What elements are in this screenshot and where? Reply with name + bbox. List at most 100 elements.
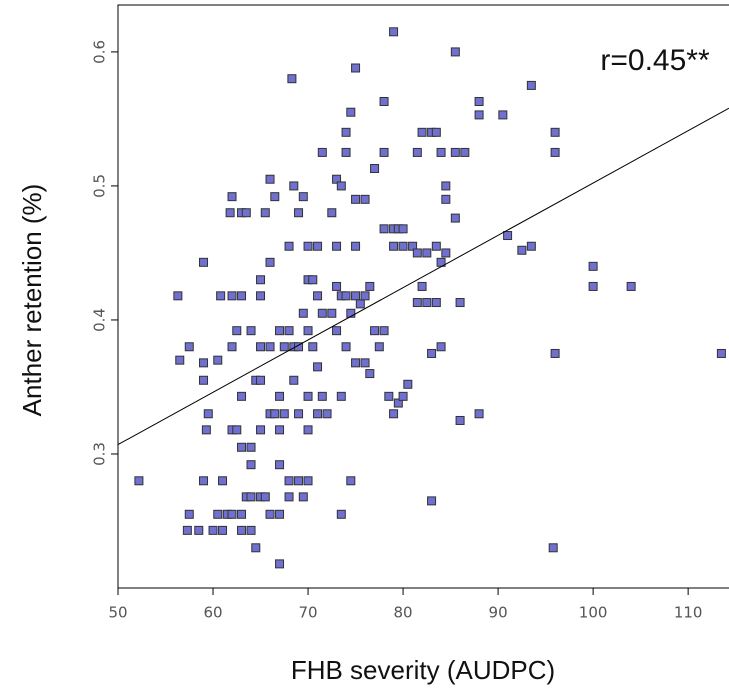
- point: [351, 291, 361, 301]
- annotation: r=0.45**: [600, 44, 710, 77]
- point: [422, 298, 432, 308]
- point: [232, 425, 242, 435]
- point: [351, 194, 361, 204]
- point: [450, 47, 460, 57]
- point: [351, 358, 361, 368]
- point: [327, 208, 337, 218]
- point: [208, 525, 218, 535]
- point: [436, 147, 446, 157]
- x-tick-label: 100: [579, 604, 608, 622]
- point: [308, 342, 318, 352]
- point: [336, 391, 346, 401]
- y-tick-label: 0.3: [91, 442, 109, 466]
- y-axis-label: Anther retention (%): [17, 184, 47, 417]
- point: [246, 492, 256, 502]
- point: [716, 348, 726, 358]
- point: [322, 409, 332, 419]
- point: [294, 409, 304, 419]
- point: [218, 476, 228, 486]
- x-tick-label: 50: [108, 604, 127, 622]
- point: [218, 525, 228, 535]
- x-tick-label: 70: [298, 604, 317, 622]
- y-tick-label: 0.5: [91, 174, 109, 198]
- point: [393, 398, 403, 408]
- point: [370, 164, 380, 174]
- point: [379, 326, 389, 336]
- point: [441, 181, 451, 191]
- point: [260, 492, 270, 502]
- point: [341, 147, 351, 157]
- point: [265, 342, 275, 352]
- point: [431, 241, 441, 251]
- point: [275, 391, 285, 401]
- point: [412, 248, 422, 258]
- point: [232, 326, 242, 336]
- point: [550, 127, 560, 137]
- point: [384, 391, 394, 401]
- plot-frame: [117, 4, 729, 589]
- point: [398, 241, 408, 251]
- point: [294, 208, 304, 218]
- point: [360, 291, 370, 301]
- point: [526, 241, 536, 251]
- point: [389, 27, 399, 37]
- point: [237, 509, 247, 519]
- point: [213, 355, 223, 365]
- point: [408, 241, 418, 251]
- point: [284, 326, 294, 336]
- point: [427, 496, 437, 506]
- point: [279, 409, 289, 419]
- point: [455, 298, 465, 308]
- point: [184, 342, 194, 352]
- point: [237, 525, 247, 535]
- point: [346, 308, 356, 318]
- point: [332, 174, 342, 184]
- point: [284, 476, 294, 486]
- point: [441, 248, 451, 258]
- point: [237, 442, 247, 452]
- point: [203, 409, 213, 419]
- point: [370, 326, 380, 336]
- point: [256, 342, 266, 352]
- x-tick-label: 110: [674, 604, 703, 622]
- point: [225, 208, 235, 218]
- point: [436, 342, 446, 352]
- point: [412, 147, 422, 157]
- point: [588, 261, 598, 271]
- point: [275, 326, 285, 336]
- point: [213, 509, 223, 519]
- point: [298, 492, 308, 502]
- point: [241, 208, 251, 218]
- point: [379, 224, 389, 234]
- point: [265, 174, 275, 184]
- point: [289, 181, 299, 191]
- point: [548, 543, 558, 553]
- y-tick-label: 0.6: [91, 40, 109, 64]
- point: [275, 425, 285, 435]
- point: [237, 391, 247, 401]
- point: [365, 281, 375, 291]
- trend-line: [117, 107, 729, 446]
- point: [270, 192, 280, 202]
- point: [389, 241, 399, 251]
- point: [199, 257, 209, 267]
- point: [317, 308, 327, 318]
- point: [199, 375, 209, 385]
- point: [550, 147, 560, 157]
- point: [346, 476, 356, 486]
- point: [194, 525, 204, 535]
- point: [237, 291, 247, 301]
- point: [199, 476, 209, 486]
- point: [275, 460, 285, 470]
- point: [332, 281, 342, 291]
- point: [417, 281, 427, 291]
- point: [336, 181, 346, 191]
- point: [265, 257, 275, 267]
- point: [313, 291, 323, 301]
- point: [474, 96, 484, 106]
- point: [374, 342, 384, 352]
- point: [175, 355, 185, 365]
- point: [474, 409, 484, 419]
- point: [460, 147, 470, 157]
- point: [284, 492, 294, 502]
